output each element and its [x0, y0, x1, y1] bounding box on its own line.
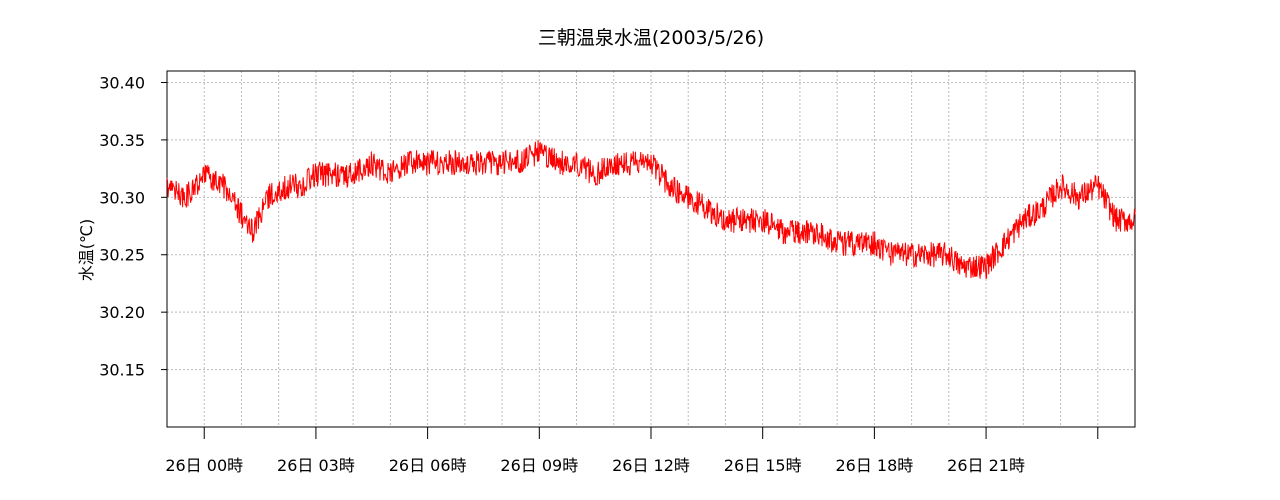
- x-tick-label: 26日 12時: [612, 456, 690, 475]
- y-tick-label: 30.20: [99, 303, 145, 322]
- x-tick-label: 26日 15時: [724, 456, 802, 475]
- x-tick-label: 26日 00時: [165, 456, 243, 475]
- x-tick-label: 26日 18時: [835, 456, 913, 475]
- y-tick-label: 30.30: [99, 188, 145, 207]
- chart-title: 三朝温泉水温(2003/5/26): [538, 27, 764, 49]
- y-tick-label: 30.35: [99, 131, 145, 150]
- x-tick-label: 26日 21時: [947, 456, 1025, 475]
- y-axis-label: 水温(℃): [77, 219, 96, 281]
- y-tick-label: 30.15: [99, 361, 145, 380]
- y-tick-label: 30.25: [99, 246, 145, 265]
- x-tick-label: 26日 09時: [500, 456, 578, 475]
- x-axis: 26日 00時 26日 03時 26日 06時 26日 09時 26日 12時 26日 1…: [165, 427, 1099, 475]
- grid-lines: [167, 71, 1135, 427]
- series-group: [166, 139, 1136, 279]
- y-axis: 30.40 30.35 30.30 30.25 30.20 30.15: [99, 73, 167, 380]
- x-tick-label: 26日 06時: [389, 456, 467, 475]
- x-tick-label: 26日 03時: [277, 456, 355, 475]
- temperature-series-line: [166, 139, 1136, 279]
- y-tick-label: 30.40: [99, 73, 145, 92]
